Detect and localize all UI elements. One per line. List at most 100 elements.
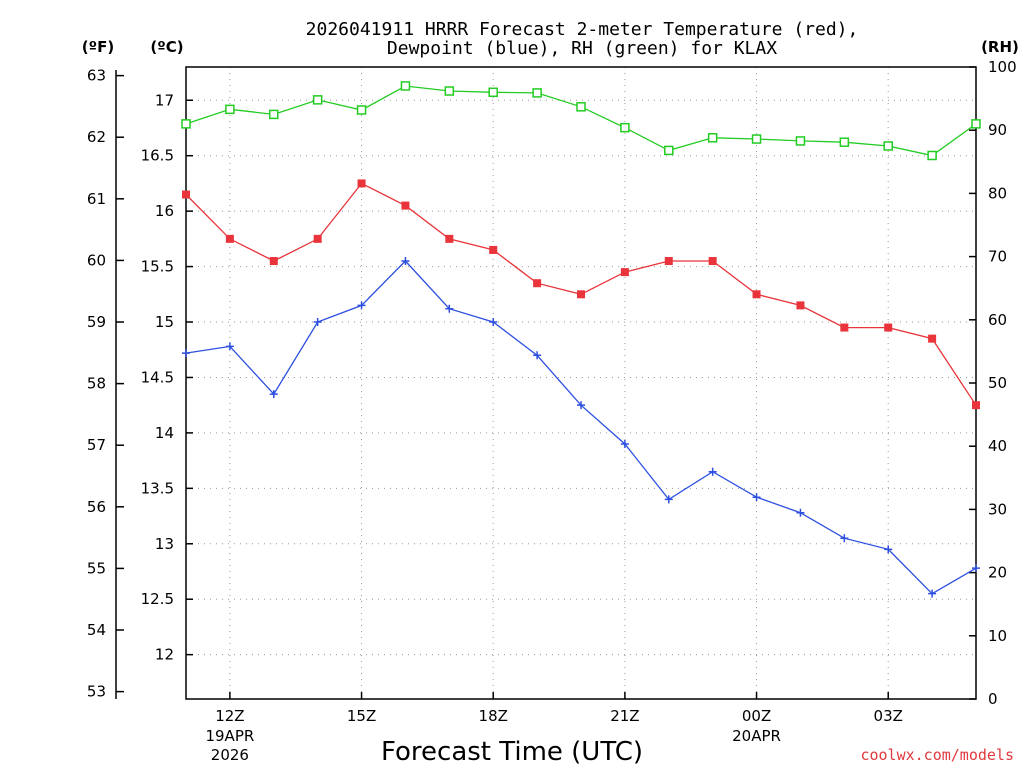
time-tick-label: 03Z <box>874 707 903 725</box>
temperature-marker <box>752 290 761 299</box>
temperature-marker <box>620 268 629 277</box>
rh-marker <box>751 134 762 144</box>
rh-marker <box>532 88 542 98</box>
dewpoint-series <box>182 257 980 598</box>
chart-title-line2: Dewpoint (blue), RH (green) for KLAX <box>387 38 777 59</box>
rh-marker <box>181 119 191 129</box>
rh-marker <box>883 141 893 151</box>
dewpoint-marker <box>269 390 278 399</box>
rh-tick-label: 90 <box>988 121 1007 139</box>
rh-marker <box>269 109 279 120</box>
celsius-tick-label: 16 <box>155 202 174 220</box>
celsius-tick-label: 15.5 <box>141 258 174 276</box>
dewpoint-marker <box>489 318 498 327</box>
fahrenheit-axis: 53 54 55 56 57 58 59 60 61 62 63 <box>87 67 124 701</box>
celsius-tick-label: 17 <box>155 91 174 109</box>
temperature-marker <box>796 301 805 310</box>
fahrenheit-tick-label: 59 <box>87 313 106 331</box>
rh-series <box>181 81 981 161</box>
rh-line <box>185 85 977 157</box>
rh-tick-label: 40 <box>988 437 1007 455</box>
dewpoint-marker <box>533 351 542 360</box>
x-axis-label: Forecast Time (UTC) <box>381 737 643 767</box>
dewpoint-marker <box>182 349 190 358</box>
celsius-tick-label: 12 <box>155 646 174 664</box>
dewpoint-line <box>185 260 977 595</box>
temperature-marker <box>357 179 366 188</box>
rh-axis: 0 10 20 30 40 50 60 70 80 90 100 <box>969 58 1017 708</box>
fahrenheit-tick-label: 55 <box>87 559 106 577</box>
dewpoint-marker <box>928 589 937 598</box>
temperature-marker <box>445 234 454 243</box>
grid-lines <box>186 67 976 699</box>
rh-marker <box>225 104 235 115</box>
rh-marker <box>356 105 367 115</box>
temperature-marker <box>928 334 937 343</box>
rh-tick-label: 100 <box>988 58 1017 76</box>
temperature-marker <box>577 290 585 299</box>
temperature-marker <box>664 257 673 266</box>
time-tick-label: 18Z <box>479 707 508 725</box>
celsius-tick-label: 13.5 <box>141 479 174 497</box>
time-tick-date: 20APR <box>732 727 781 745</box>
time-tick-year: 2026 <box>211 746 249 764</box>
rh-marker <box>971 119 981 129</box>
dewpoint-marker <box>840 534 849 543</box>
dewpoint-marker <box>357 301 366 310</box>
series-layer <box>181 81 981 598</box>
rh-tick-label: 60 <box>988 311 1007 329</box>
celsius-axis: 12 12.5 13 13.5 14 14.5 15 15.5 16 16.5 17 <box>141 91 193 664</box>
temperature-marker <box>269 257 278 266</box>
celsius-unit-label: (ºC) <box>150 38 183 56</box>
rh-tick-label: 50 <box>988 374 1007 392</box>
temperature-marker <box>401 201 410 210</box>
source-credit: coolwx.com/models <box>860 746 1014 764</box>
rh-tick-label: 0 <box>988 690 998 708</box>
dewpoint-marker <box>445 304 454 313</box>
rh-marker <box>444 86 455 96</box>
time-tick-date: 19APR <box>205 727 254 745</box>
dewpoint-marker <box>884 545 893 554</box>
rh-marker <box>576 102 586 112</box>
temperature-marker <box>489 245 498 254</box>
fahrenheit-tick-label: 61 <box>87 190 106 208</box>
celsius-tick-label: 13 <box>155 535 174 553</box>
rh-tick-label: 30 <box>988 500 1007 518</box>
dewpoint-marker <box>796 508 805 517</box>
celsius-tick-label: 14 <box>155 424 174 442</box>
temperature-marker <box>533 279 542 288</box>
fahrenheit-tick-label: 63 <box>87 67 106 85</box>
time-tick-label: 00Z <box>742 707 771 725</box>
fahrenheit-tick-label: 62 <box>87 128 106 146</box>
rh-marker <box>400 81 411 91</box>
temperature-marker <box>972 401 980 410</box>
time-tick-label: 12Z <box>215 707 244 725</box>
rh-marker <box>488 87 498 98</box>
temperature-marker <box>840 323 849 332</box>
rh-unit-label: (RH) <box>981 38 1019 56</box>
rh-tick-label: 20 <box>988 564 1007 582</box>
celsius-tick-label: 16.5 <box>141 147 174 165</box>
rh-tick-label: 10 <box>988 627 1007 645</box>
dewpoint-marker <box>972 564 980 573</box>
rh-tick-label: 70 <box>988 248 1007 266</box>
temperature-marker <box>182 190 190 199</box>
dewpoint-marker <box>577 401 585 410</box>
fahrenheit-tick-label: 53 <box>87 683 106 701</box>
rh-marker <box>664 145 674 156</box>
rh-marker <box>927 150 937 161</box>
rh-marker <box>795 136 806 146</box>
temperature-series <box>182 179 980 410</box>
celsius-tick-label: 14.5 <box>141 368 174 386</box>
dewpoint-marker <box>752 493 761 502</box>
celsius-tick-label: 15 <box>155 313 174 331</box>
plot-frame <box>185 66 977 700</box>
rh-marker <box>707 133 718 143</box>
dewpoint-marker <box>708 467 717 476</box>
rh-marker <box>620 122 630 133</box>
rh-tick-label: 80 <box>988 184 1007 202</box>
fahrenheit-tick-label: 57 <box>87 436 106 454</box>
celsius-tick-label: 12.5 <box>141 590 174 608</box>
